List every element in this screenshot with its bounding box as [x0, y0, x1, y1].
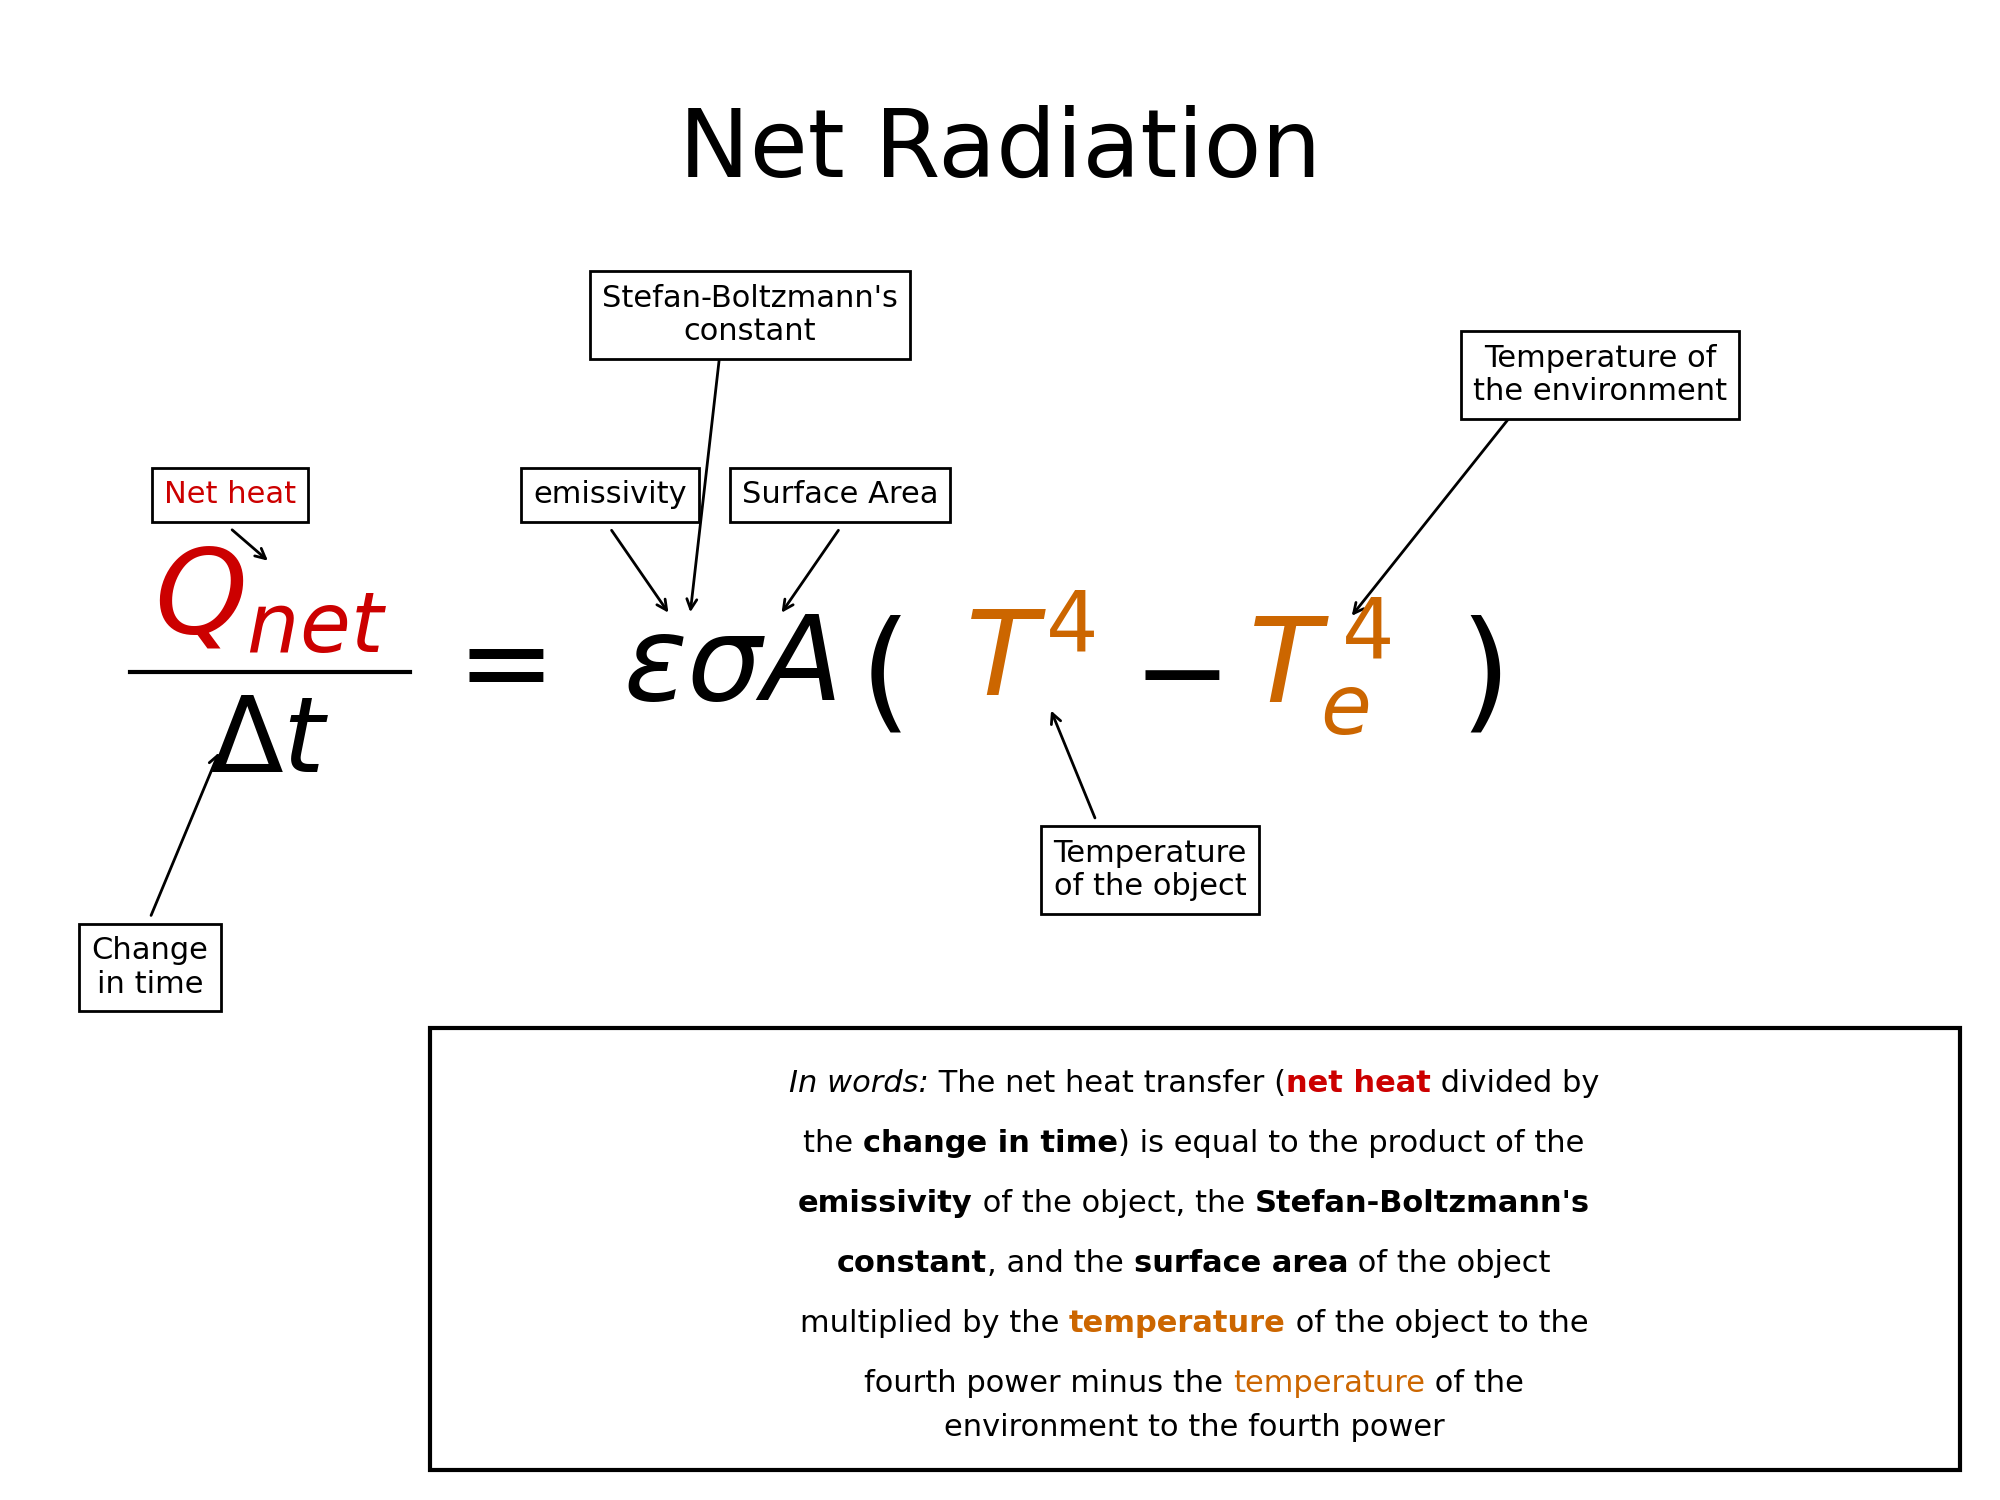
Text: emissivity: emissivity	[798, 1188, 972, 1218]
Text: In words:: In words:	[788, 1068, 928, 1098]
Text: $\epsilon\sigma A$: $\epsilon\sigma A$	[624, 610, 836, 724]
Text: $T_e^{\,4}$: $T_e^{\,4}$	[1248, 596, 1392, 740]
Text: fourth power minus the: fourth power minus the	[864, 1368, 1232, 1398]
Text: ) is equal to the product of the: ) is equal to the product of the	[1118, 1128, 1584, 1158]
Text: of the object, the: of the object, the	[972, 1188, 1254, 1218]
Text: Net Radiation: Net Radiation	[678, 105, 1322, 196]
Text: change in time: change in time	[864, 1128, 1118, 1158]
Text: Net heat: Net heat	[164, 480, 296, 510]
Text: surface area: surface area	[1134, 1248, 1348, 1278]
Text: $T^4$: $T^4$	[964, 606, 1096, 720]
Text: $Q_{net}$: $Q_{net}$	[154, 543, 386, 657]
Text: temperature: temperature	[1232, 1368, 1424, 1398]
Text: of the object to the: of the object to the	[1286, 1308, 1588, 1338]
Text: Stefan-Boltzmann's
constant: Stefan-Boltzmann's constant	[602, 284, 898, 346]
Text: $\Delta t$: $\Delta t$	[210, 692, 330, 794]
Text: $)$: $)$	[1458, 615, 1502, 741]
Text: multiplied by the: multiplied by the	[800, 1308, 1068, 1338]
Text: , and the: , and the	[988, 1248, 1134, 1278]
Text: net heat: net heat	[1286, 1068, 1430, 1098]
Text: constant: constant	[838, 1248, 988, 1278]
Text: The net heat transfer (: The net heat transfer (	[928, 1068, 1286, 1098]
Text: $=$: $=$	[434, 610, 546, 724]
Text: $($: $($	[858, 615, 902, 741]
Text: emissivity: emissivity	[534, 480, 686, 510]
Text: Temperature
of the object: Temperature of the object	[1054, 839, 1246, 902]
Text: of the object: of the object	[1348, 1248, 1550, 1278]
Text: of the: of the	[1424, 1368, 1524, 1398]
Text: Temperature of
the environment: Temperature of the environment	[1472, 344, 1728, 406]
Text: Surface Area: Surface Area	[742, 480, 938, 510]
Text: Change
in time: Change in time	[92, 936, 208, 999]
Text: temperature: temperature	[1068, 1308, 1286, 1338]
Text: $-$: $-$	[1132, 621, 1220, 735]
Text: divided by: divided by	[1430, 1068, 1600, 1098]
Text: environment to the fourth power: environment to the fourth power	[944, 1413, 1444, 1443]
Text: the: the	[804, 1128, 864, 1158]
Text: Stefan-Boltzmann's: Stefan-Boltzmann's	[1254, 1188, 1590, 1218]
